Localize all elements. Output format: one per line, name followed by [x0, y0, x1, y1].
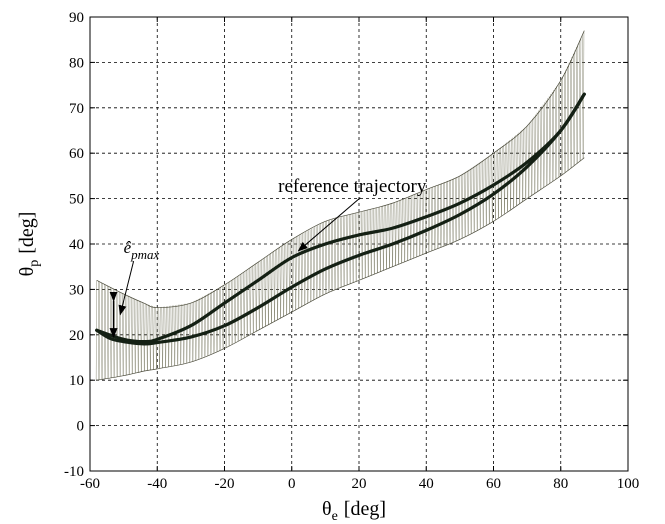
y-tick-label: 20 [69, 328, 84, 344]
y-axis-subscript: p [27, 260, 42, 267]
x-axis-unit: [deg] [344, 498, 386, 520]
y-tick-label: 10 [69, 373, 84, 389]
band-lower-edge [96, 157, 585, 381]
band-upper-edge [96, 30, 585, 308]
x-tick-label: 100 [617, 476, 640, 492]
y-tick-label: 80 [69, 55, 84, 71]
series-group [95, 92, 586, 346]
x-tick-label: -20 [215, 476, 235, 492]
y-tick-label: 0 [77, 419, 85, 435]
y-axis-unit: [deg] [16, 212, 38, 254]
series-line-reference-upper [95, 92, 586, 344]
y-axis-title: θp [deg] [16, 212, 42, 277]
x-tick-label: 80 [553, 476, 568, 492]
x-axis-subscript: e [332, 509, 338, 524]
y-tick-label: 30 [69, 282, 84, 298]
x-axis-title: θe [deg] [322, 498, 386, 524]
x-tick-label: 0 [288, 476, 296, 492]
x-tick-label: 20 [352, 476, 367, 492]
annotation-epmax-symbol: ê [124, 238, 132, 257]
annotation-arrow-epmax [118, 260, 135, 316]
y-tick-label: 70 [69, 101, 84, 117]
y-tick-label: 60 [69, 146, 84, 162]
annotation-epmax: êpmax [124, 238, 160, 262]
y-tick-label: 90 [69, 10, 84, 26]
uncertainty-band [95, 30, 585, 381]
x-tick-label: -60 [80, 476, 100, 492]
annotation-epmax-subscript: pmax [130, 247, 159, 262]
y-tick-label: 40 [69, 237, 84, 253]
annotation-reference-trajectory: reference trajectory [278, 176, 427, 197]
y-tick-label: 50 [69, 192, 84, 208]
x-tick-label: 40 [419, 476, 434, 492]
svg-text:θp[deg]: θp [deg] [16, 212, 42, 277]
y-tick-label: -10 [64, 464, 84, 480]
band-hatch [95, 31, 585, 381]
x-tick-label: -40 [147, 476, 167, 492]
x-tick-label: 60 [486, 476, 501, 492]
annotation-arrow-reference [297, 197, 361, 252]
series-line-reference-lower [95, 92, 586, 346]
annotations: reference trajectory êpmax [109, 176, 427, 339]
x-axis-symbol: θ [322, 498, 332, 520]
axis-ticks: -60 -40 -20 0 20 40 60 80 100 -10 0 10 20 30 40 50 60 70 8… [64, 10, 639, 492]
y-axis-symbol: θ [16, 267, 38, 277]
grid-lines [90, 17, 628, 471]
